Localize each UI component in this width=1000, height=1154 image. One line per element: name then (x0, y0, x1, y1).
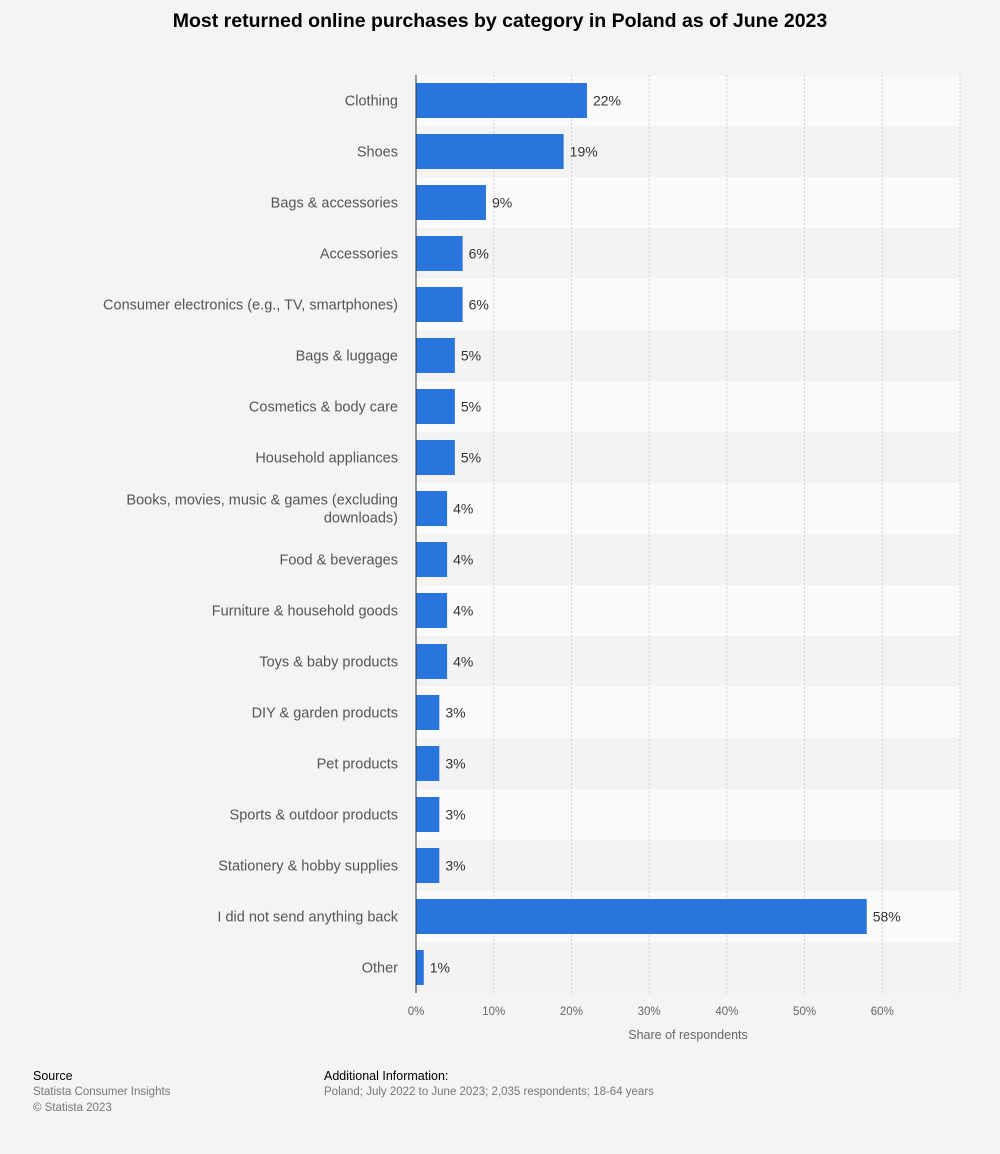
category-label: Bags & accessories (271, 196, 398, 212)
row-stripe (416, 432, 960, 483)
bar (416, 644, 448, 679)
value-label: 5% (461, 399, 481, 415)
bar (416, 950, 424, 985)
category-label: Stationery & hobby supplies (218, 859, 398, 875)
category-label: Consumer electronics (e.g., TV, smartpho… (103, 298, 398, 314)
category-label-line: Accessories (320, 247, 398, 263)
category-label: I did not send anything back (217, 910, 398, 926)
chart-title: Most returned online purchases by catego… (172, 10, 828, 32)
value-label: 9% (492, 195, 512, 211)
bar (416, 389, 455, 424)
category-label-line: Shoes (357, 145, 398, 161)
category-label: Food & beverages (280, 553, 399, 569)
row-stripe (416, 534, 960, 585)
category-label-line: DIY & garden products (252, 706, 398, 722)
additional-info-text: Poland; July 2022 to June 2023; 2,035 re… (324, 1086, 654, 1098)
additional-info-heading: Additional Information: (324, 1069, 449, 1083)
source-heading: Source (33, 1069, 73, 1083)
category-label-line: Toys & baby products (259, 655, 398, 671)
category-label: Clothing (345, 94, 398, 110)
category-label-line: downloads) (324, 511, 398, 527)
category-label-line: Cosmetics & body care (249, 400, 398, 416)
source-line-2: © Statista 2023 (33, 1102, 112, 1114)
value-label: 5% (461, 348, 481, 364)
value-label: 3% (445, 858, 465, 874)
value-label: 4% (453, 552, 473, 568)
category-label-line: I did not send anything back (217, 910, 398, 926)
bar (416, 593, 448, 628)
source-line-1: Statista Consumer Insights (33, 1086, 171, 1098)
value-label: 3% (445, 756, 465, 772)
x-axis-title: Share of respondents (628, 1028, 748, 1042)
category-label-line: Food & beverages (280, 553, 399, 569)
bar (416, 899, 867, 934)
value-label: 4% (453, 501, 473, 517)
category-label-line: Bags & luggage (296, 349, 398, 365)
category-label: Furniture & household goods (212, 604, 398, 620)
category-label-line: Books, movies, music & games (excluding (126, 493, 398, 509)
bar (416, 848, 440, 883)
x-tick-label: 60% (871, 1006, 894, 1018)
value-label: 3% (445, 807, 465, 823)
value-label: 1% (430, 960, 450, 976)
category-label-line: Household appliances (255, 451, 398, 467)
category-label-line: Stationery & hobby supplies (218, 859, 398, 875)
value-label: 6% (469, 297, 489, 313)
bar (416, 440, 455, 475)
category-label: Sports & outdoor products (230, 808, 398, 824)
bar (416, 134, 564, 169)
category-label: Other (362, 961, 398, 977)
value-label: 4% (453, 603, 473, 619)
category-label: DIY & garden products (252, 706, 398, 722)
category-label: Books, movies, music & games (excluding d… (126, 493, 398, 527)
row-stripe (416, 636, 960, 687)
category-label-line: Clothing (345, 94, 398, 110)
category-label: Household appliances (255, 451, 398, 467)
category-label-line: Pet products (317, 757, 398, 773)
x-tick-label: 40% (715, 1006, 738, 1018)
value-label: 4% (453, 654, 473, 670)
value-label: 58% (873, 909, 901, 925)
category-label-line: Bags & accessories (271, 196, 398, 212)
value-label: 5% (461, 450, 481, 466)
bar (416, 185, 486, 220)
row-stripe (416, 228, 960, 279)
x-tick-label: 30% (638, 1006, 661, 1018)
bar-chart: Clothing 22% Shoes 19% Bags & accessories 9% A… (103, 75, 961, 1042)
value-label: 19% (570, 144, 598, 160)
x-tick-label: 10% (482, 1006, 505, 1018)
category-label-line: Consumer electronics (e.g., TV, smartpho… (103, 298, 398, 314)
x-tick-label: 0% (408, 1006, 425, 1018)
bar (416, 746, 440, 781)
category-label-line: Sports & outdoor products (230, 808, 398, 824)
category-label: Cosmetics & body care (249, 400, 398, 416)
category-label-line: Other (362, 961, 398, 977)
category-label: Toys & baby products (259, 655, 398, 671)
category-label: Pet products (317, 757, 398, 773)
category-label: Accessories (320, 247, 398, 263)
category-label-line: Furniture & household goods (212, 604, 398, 620)
bar (416, 287, 463, 322)
x-tick-label: 50% (793, 1006, 816, 1018)
category-label: Bags & luggage (296, 349, 398, 365)
bar (416, 491, 448, 526)
bar (416, 338, 455, 373)
row-stripe (416, 330, 960, 381)
bar (416, 695, 440, 730)
value-label: 22% (593, 93, 621, 109)
row-stripe (416, 738, 960, 789)
x-tick-label: 20% (560, 1006, 583, 1018)
bar (416, 236, 463, 271)
row-stripe (416, 942, 960, 993)
bar (416, 797, 440, 832)
category-label: Shoes (357, 145, 398, 161)
value-label: 6% (469, 246, 489, 262)
value-label: 3% (445, 705, 465, 721)
bar (416, 83, 587, 118)
row-stripe (416, 840, 960, 891)
bar (416, 542, 448, 577)
